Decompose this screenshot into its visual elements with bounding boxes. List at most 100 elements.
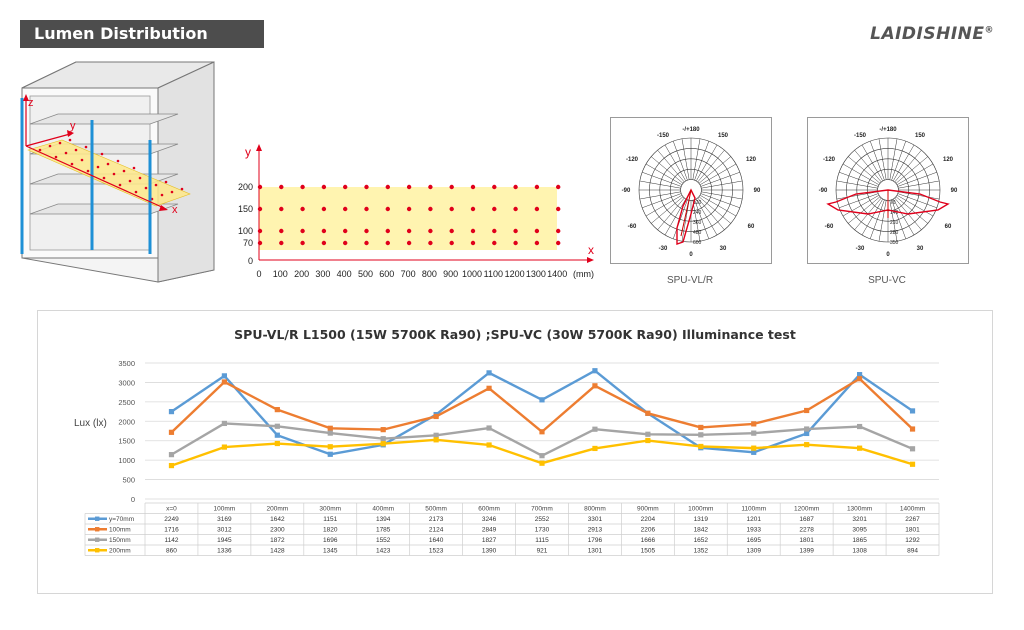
data-point <box>380 441 386 447</box>
grid-measurement-point <box>300 240 305 246</box>
data-label: 1352 <box>694 548 709 555</box>
series-line <box>170 422 913 457</box>
grid-measurement-point <box>449 240 454 246</box>
data-point <box>274 432 280 438</box>
grid-x-tick: 1000 <box>462 269 482 279</box>
grid-x-tick: 900 <box>443 269 458 279</box>
brand-name: LAIDISHINE <box>870 24 985 44</box>
polar-angle-label: -90 <box>819 188 828 194</box>
polar-angle-label: 120 <box>746 157 757 163</box>
data-point <box>751 445 757 451</box>
chart-x-tick: 1300mm <box>847 506 872 513</box>
polar-grid-spoke <box>836 191 878 200</box>
polar-angle-label: -30 <box>659 246 668 252</box>
polar-grid-spoke <box>701 180 743 189</box>
chart-x-tick: 1100mm <box>741 506 766 513</box>
chart-y-axis-label: Lux (lx) <box>74 418 107 429</box>
polar-angle-label: -/+180 <box>682 127 700 133</box>
brand-logo: LAIDISHINE® <box>870 24 994 44</box>
data-label: 1827 <box>482 537 497 544</box>
polar-grid-spoke <box>657 150 685 183</box>
grid-measurement-point <box>364 228 369 234</box>
grid-measurement-point <box>556 184 561 190</box>
polar-angle-label: -30 <box>856 246 865 252</box>
polar-grid-spoke <box>657 197 685 230</box>
data-label: 1796 <box>588 537 603 544</box>
data-label: 3301 <box>588 516 603 523</box>
data-label: 1552 <box>376 537 391 544</box>
data-label: 860 <box>166 548 177 555</box>
data-point <box>645 410 651 416</box>
grid-measurement-point <box>428 228 433 234</box>
grid-x-tick: 0 <box>256 269 261 279</box>
grid-measurement-point <box>534 240 540 246</box>
chart-x-tick: 900mm <box>637 506 659 513</box>
polar-grid-spoke <box>698 156 731 184</box>
polar-grid-spoke <box>681 200 690 242</box>
chart-y-tick: 2500 <box>118 398 135 407</box>
grid-measurement-point <box>406 184 412 190</box>
grid-measurement-point <box>321 206 327 212</box>
data-label: 1716 <box>164 527 179 534</box>
data-point <box>645 437 651 444</box>
data-label: 1308 <box>852 548 867 555</box>
data-point <box>909 408 916 414</box>
data-point <box>327 451 333 457</box>
data-label: 1394 <box>376 516 391 523</box>
chart-x-tick: 800mm <box>584 506 606 513</box>
polar-grid-spoke <box>694 141 710 181</box>
polar-grid-spoke <box>645 194 683 217</box>
axis-z-label: z <box>28 97 34 109</box>
data-label: 1687 <box>799 516 814 523</box>
grid-measurement-point <box>470 206 476 212</box>
polar-angle-label: 60 <box>945 224 952 230</box>
data-point <box>327 430 333 436</box>
polar-radial-label: 210 <box>890 220 899 226</box>
polar-angle-label: -150 <box>854 133 867 139</box>
grid-measurement-point <box>343 206 348 212</box>
illuminance-chart-panel: SPU-VL/R L1500 (15W 5700K Ra90) ;SPU-VC … <box>37 310 993 594</box>
data-point <box>592 383 598 389</box>
polar-grid-spoke <box>651 196 684 224</box>
grid-measurement-point <box>364 206 369 212</box>
data-point <box>380 436 386 442</box>
polar-caption-spu-vl-r: SPU-VL/R <box>666 275 714 286</box>
data-label: 1642 <box>270 516 285 523</box>
grid-y-tick: 200 <box>238 182 253 192</box>
data-label: 2552 <box>535 516 550 523</box>
data-point <box>804 430 810 437</box>
polar-grid-spoke <box>642 171 682 187</box>
data-label: 2204 <box>641 516 656 523</box>
polar-grid-spoke <box>891 141 907 181</box>
grid-x-tick: 100 <box>273 269 288 279</box>
grid-measurement-point <box>513 184 518 190</box>
grid-measurement-point <box>343 240 348 246</box>
polar-grid-spoke <box>699 163 737 186</box>
polar-grid-spoke <box>695 198 718 236</box>
grid-x-tick: 200 <box>294 269 309 279</box>
polar-caption-spu-vc: SPU-VC <box>868 275 906 286</box>
page-title: Lumen Distribution Diagram <box>20 20 264 71</box>
data-label: 1842 <box>694 527 709 534</box>
data-label: 1309 <box>746 548 761 555</box>
grid-measurement-point <box>513 206 518 212</box>
data-point <box>909 446 916 452</box>
polar-radial-label: 240 <box>693 210 702 216</box>
polar-grid-spoke <box>892 198 915 236</box>
data-point <box>592 445 598 452</box>
polar-curve-c90 <box>680 189 692 237</box>
polar-curve-c0 <box>676 188 696 245</box>
data-point <box>857 372 863 378</box>
polar-grid-spoke <box>694 199 710 239</box>
axis-x-label: x <box>172 204 178 216</box>
data-point <box>433 437 439 443</box>
polar-grid-spoke <box>861 198 884 236</box>
data-point <box>168 429 175 435</box>
data-label: 1933 <box>746 527 761 534</box>
data-label: 1523 <box>429 548 444 555</box>
data-label: 1696 <box>323 537 338 544</box>
polar-angle-label: 90 <box>951 188 958 194</box>
grid-measurement-point <box>470 184 476 190</box>
polar-angle-label: 60 <box>748 224 755 230</box>
data-point <box>168 462 175 469</box>
